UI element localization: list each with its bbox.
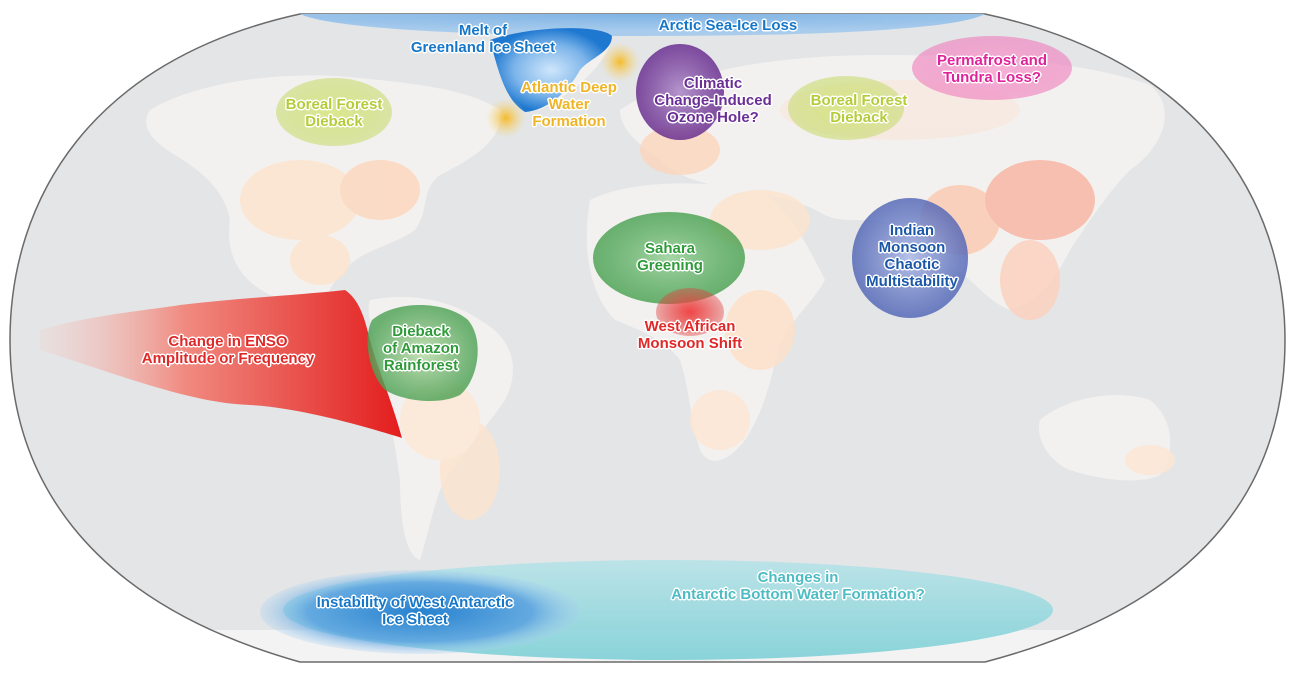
label-line: of Amazon <box>382 340 460 357</box>
label-line: Rainforest <box>383 357 459 374</box>
enso-label: Change in ENSO Amplitude or Frequency <box>128 333 328 367</box>
label-line: Boreal Forest <box>810 92 908 109</box>
west-antarctic-ice-sheet-label: Instability of West Antarctic Ice Sheet <box>290 594 540 628</box>
antarctic-bottom-water-label: Changes in Antarctic Bottom Water Format… <box>648 569 948 603</box>
atlantic-deep-water-marker-2 <box>486 98 526 138</box>
ozone-hole-label: Climatic Change-Induced Ozone Hole? <box>638 75 788 126</box>
label-line: Atlantic Deep <box>521 79 617 96</box>
permafrost-label: Permafrost and Tundra Loss? <box>917 52 1067 86</box>
label-line: Water <box>548 96 590 113</box>
boreal-forest-west-region <box>276 78 392 146</box>
indian-monsoon-label: Indian Monsoon Chaotic Multistability <box>848 222 976 290</box>
greenland-ice-sheet-label: Melt of Greenland Ice Sheet <box>398 22 568 56</box>
label-line: Greenland Ice Sheet <box>410 39 556 56</box>
label-line: Climatic <box>683 75 743 92</box>
boreal-forest-east-label: Boreal Forest Dieback <box>789 92 929 126</box>
sahara-greening-region <box>593 212 745 304</box>
ozone-hole-region <box>636 44 724 140</box>
label-line: Changes in <box>757 569 839 586</box>
label-line: Ozone Hole? <box>667 109 759 126</box>
label-line: Tundra Loss? <box>942 69 1042 86</box>
label-line: Monsoon Shift <box>637 335 743 352</box>
label-line: Amplitude or Frequency <box>141 350 315 367</box>
label-line: Monsoon <box>878 239 946 256</box>
population-density-overlay <box>240 80 1175 520</box>
label-line: Ice Sheet <box>382 611 448 628</box>
permafrost-region <box>912 36 1072 100</box>
enso-region <box>40 290 402 438</box>
west-african-monsoon-label: West African Monsoon Shift <box>620 318 760 352</box>
sahara-greening-label: Sahara Greening <box>610 240 730 274</box>
label-line: Formation <box>532 113 606 130</box>
label-line: Greening <box>637 257 703 274</box>
west-antarctic-ice-sheet-region <box>260 570 580 654</box>
label-line: Multistability <box>866 273 958 290</box>
label-line: West African <box>644 318 736 335</box>
label-line: Melt of <box>458 22 508 39</box>
label-line: Change in ENSO <box>168 333 288 350</box>
boreal-forest-east-region <box>788 76 904 140</box>
label-line: Indian <box>889 222 935 239</box>
label-line: Sahara <box>644 240 696 257</box>
label-line: Antarctic Bottom Water Formation? <box>671 586 925 603</box>
arctic-sea-ice-label: Arctic Sea-Ice Loss <box>648 17 808 34</box>
label-line: Dieback <box>392 323 450 340</box>
label-line: Permafrost and <box>936 52 1048 69</box>
map-frame <box>9 13 1286 663</box>
atlantic-deep-water-marker-1 <box>600 42 640 82</box>
amazon-dieback-label: Dieback of Amazon Rainforest <box>368 323 474 374</box>
label-line: Dieback <box>305 113 363 130</box>
atlantic-deep-water-label: Atlantic Deep Water Formation <box>506 79 632 130</box>
west-african-monsoon-region <box>656 288 724 336</box>
label-line: Dieback <box>830 109 888 126</box>
label-line: Instability of West Antarctic <box>316 594 514 611</box>
label-line: Boreal Forest <box>285 96 383 113</box>
greenland-ice-sheet-region <box>490 28 612 112</box>
indian-monsoon-region <box>852 198 968 318</box>
boreal-forest-west-label: Boreal Forest Dieback <box>264 96 404 130</box>
amazon-dieback-region <box>367 305 478 402</box>
arctic-sea-ice-region <box>300 14 985 36</box>
label-line: Change-Induced <box>654 92 772 109</box>
label-line: Chaotic <box>884 256 940 273</box>
label-line: Arctic Sea-Ice Loss <box>658 17 798 34</box>
